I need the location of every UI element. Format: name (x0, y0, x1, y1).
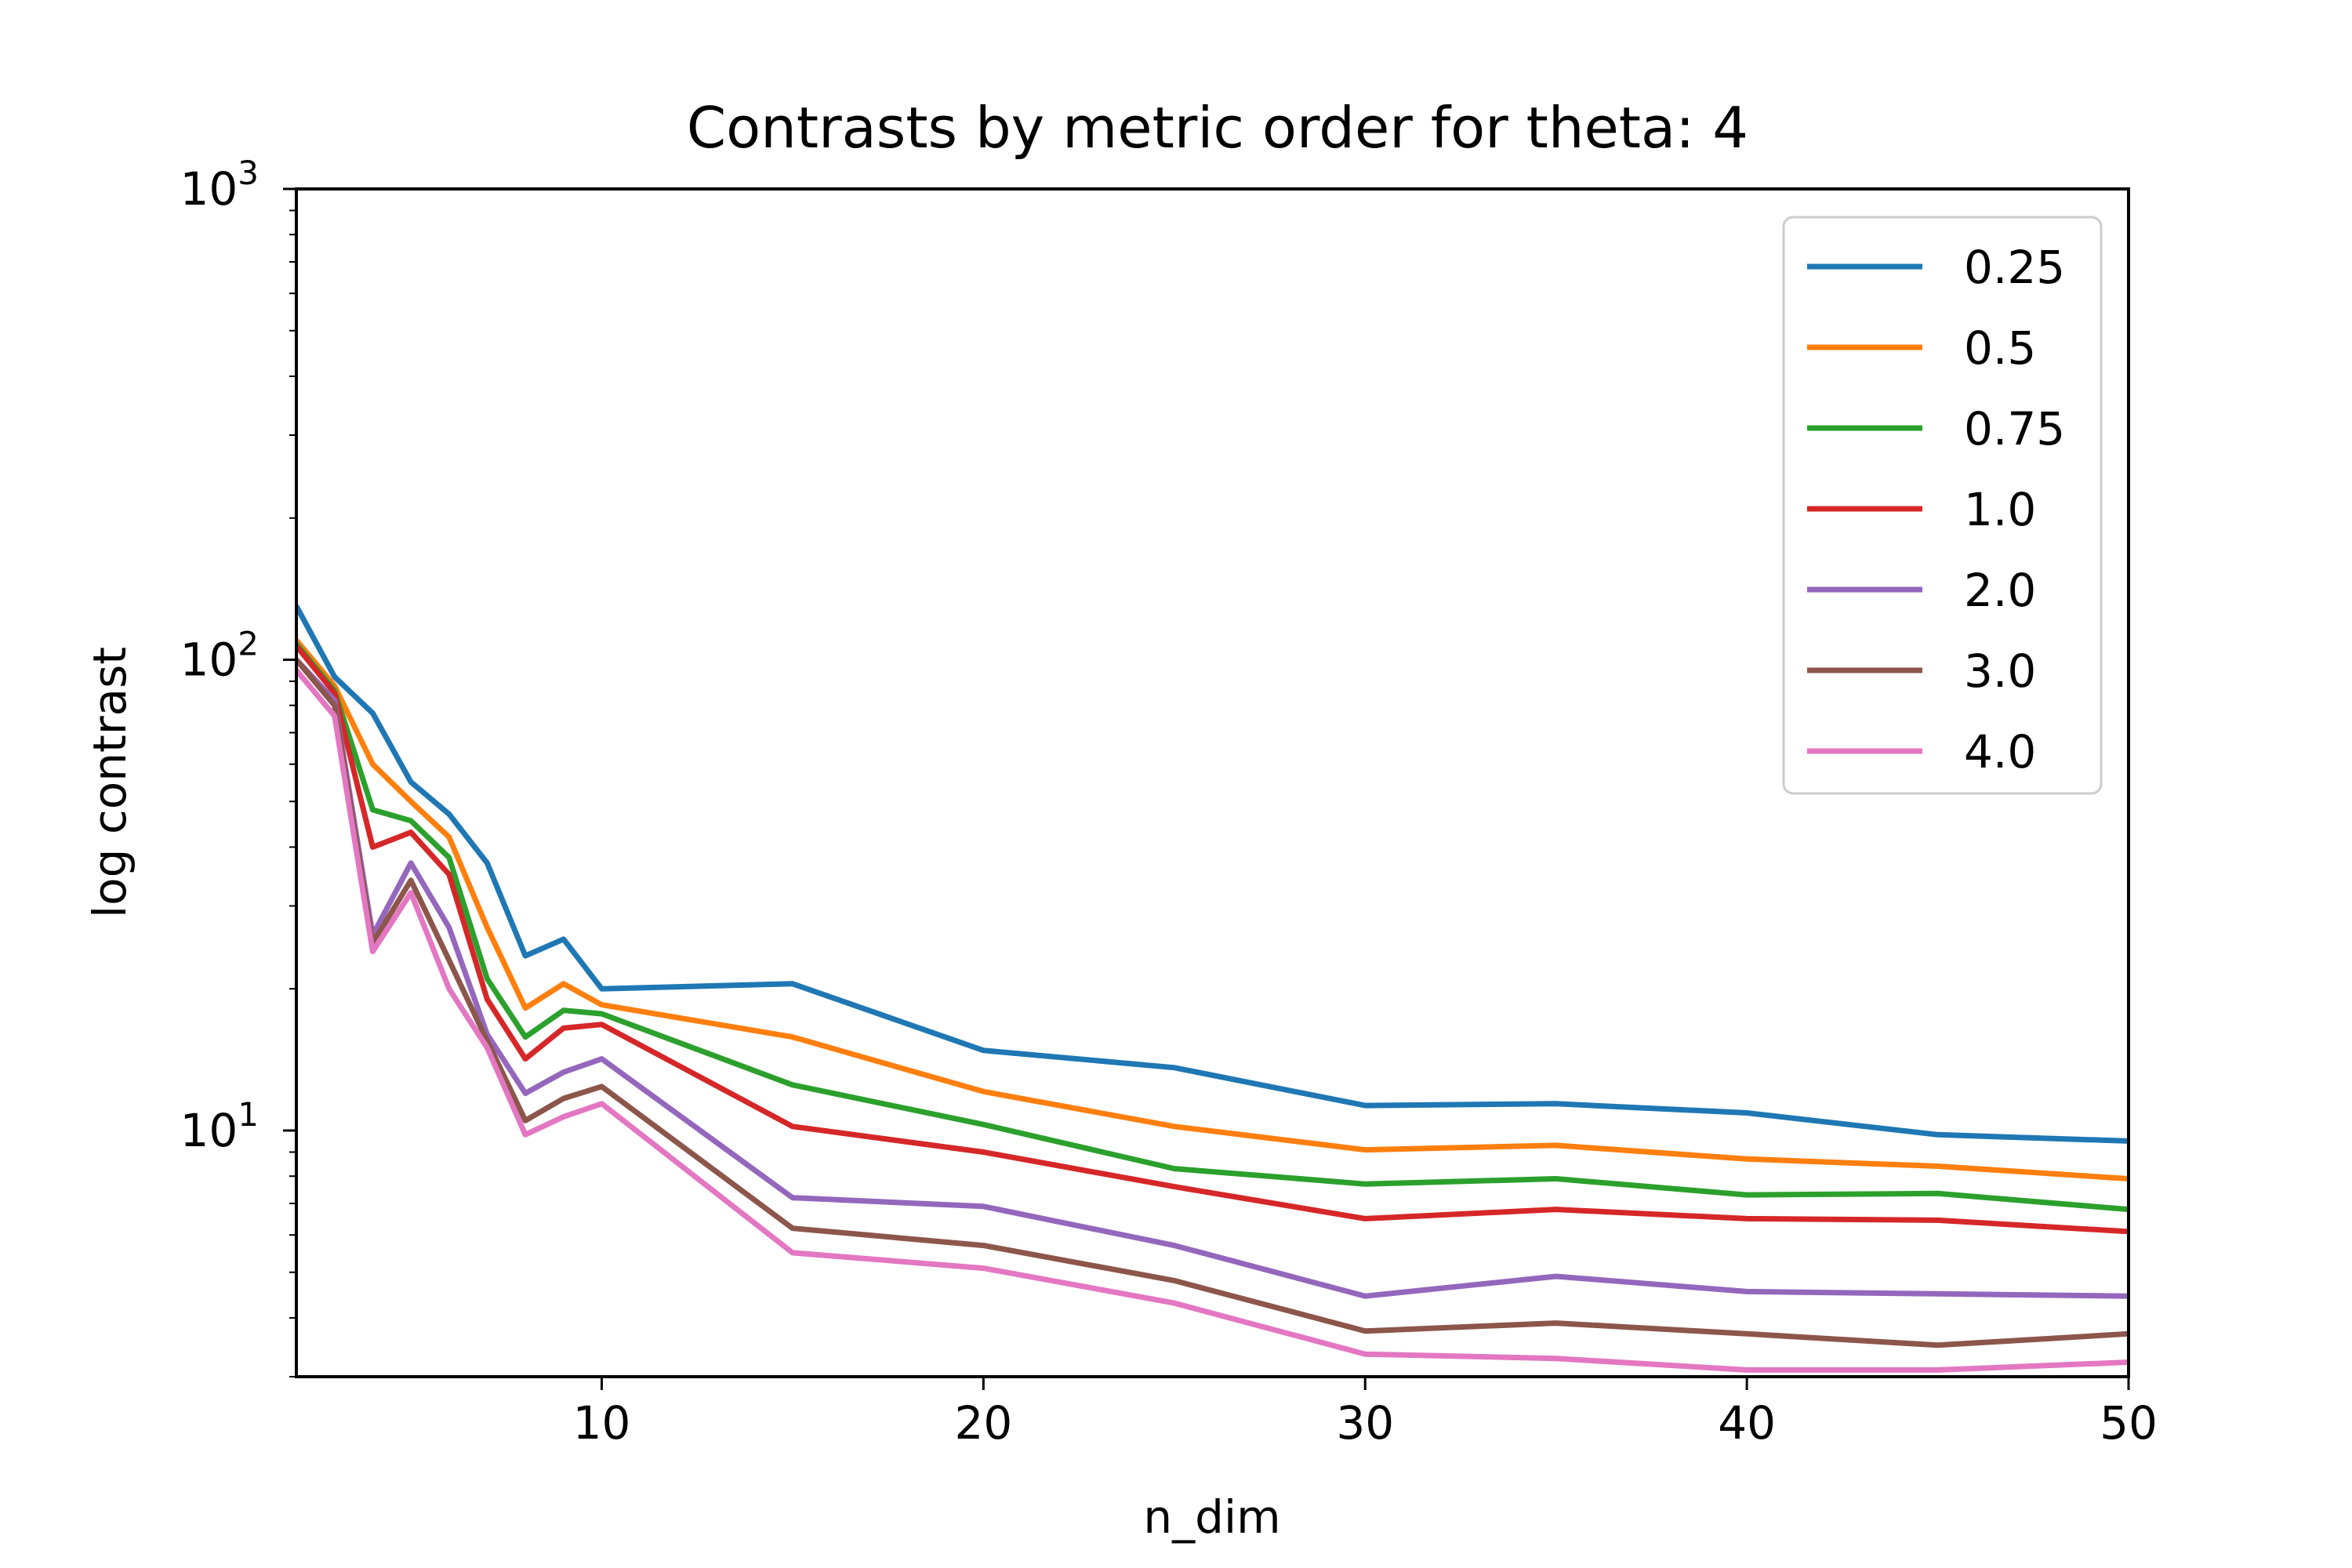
series-layer (296, 604, 2129, 1373)
x-tick-label: 40 (1718, 1396, 1776, 1450)
series-line-3 (296, 644, 2129, 1235)
y-tick-label: 102 (180, 625, 259, 687)
x-axis-ticks: 10 20 30 40 50 (573, 1377, 2158, 1450)
y-tick-label: 101 (180, 1095, 259, 1157)
series-line-0 (296, 604, 2129, 1144)
series-line-6 (296, 668, 2129, 1373)
legend-frame (1782, 216, 2103, 795)
y-tick-label: 103 (180, 154, 259, 216)
x-axis-label: n_dim (1143, 1490, 1280, 1544)
legend-label-5: 3.0 (1964, 644, 2036, 698)
x-tick-label: 20 (954, 1396, 1012, 1450)
series-line-4 (296, 658, 2129, 1299)
legend-label-6: 4.0 (1964, 725, 2036, 779)
y-axis-label: log contrast (83, 647, 136, 918)
plot-frame (295, 187, 2130, 1378)
legend-label-0: 0.25 (1964, 241, 2065, 294)
series-line-1 (296, 638, 2129, 1181)
series-line-2 (296, 642, 2129, 1213)
x-tick-label: 10 (573, 1396, 631, 1450)
legend: 0.25 0.5 0.75 1.0 2.0 3.0 4.0 (1782, 216, 2103, 795)
y-axis-ticks: 101 102 103 (180, 154, 296, 1377)
legend-label-4: 2.0 (1964, 564, 2036, 617)
series-line-5 (296, 658, 2129, 1348)
legend-label-2: 0.75 (1964, 402, 2065, 456)
x-tick-label: 50 (2100, 1396, 2158, 1450)
legend-label-1: 0.5 (1964, 321, 2036, 375)
chart-title: Contrasts by metric order for theta: 4 (687, 95, 1748, 161)
legend-label-3: 1.0 (1964, 483, 2036, 536)
x-tick-label: 30 (1336, 1396, 1394, 1450)
